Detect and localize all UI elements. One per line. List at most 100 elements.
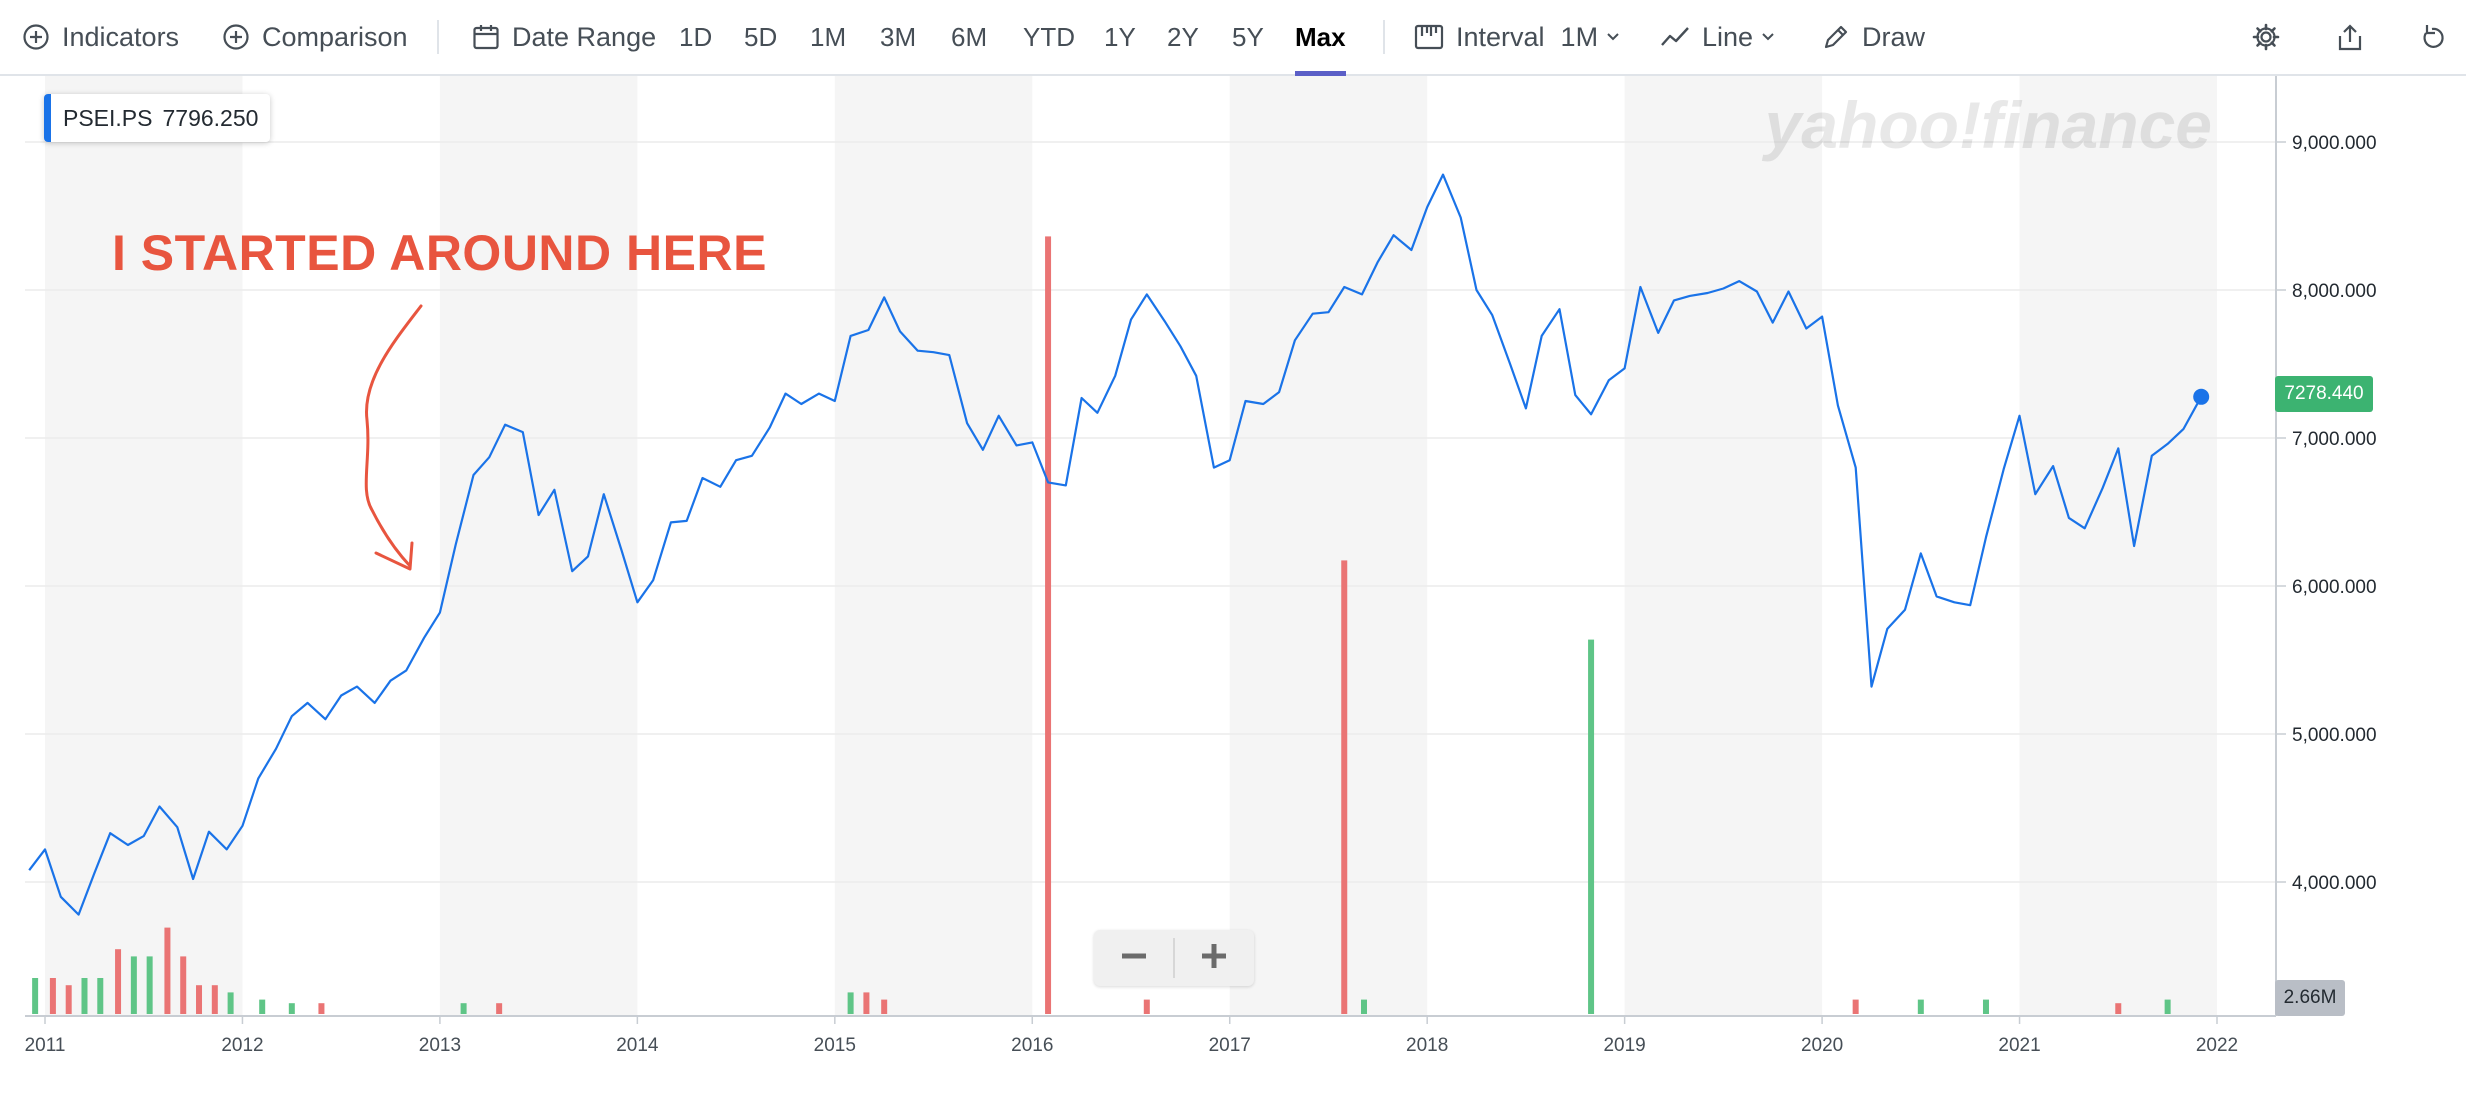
date-range-label: Date Range [512, 21, 657, 52]
volume-bar [847, 992, 854, 1014]
pencil-icon [1822, 23, 1850, 51]
volume-bar [496, 1003, 503, 1014]
volume-bar [164, 927, 171, 1014]
annotation-text: I STARTED AROUND HERE [112, 225, 767, 281]
range-max-button[interactable]: Max [1295, 0, 1346, 76]
volume-bar [863, 992, 870, 1014]
toolbar-divider [437, 20, 439, 54]
year-bands [45, 76, 2217, 1016]
indicators-button[interactable]: Indicators [22, 0, 179, 74]
volume-bar [180, 956, 187, 1014]
gear-icon [2251, 22, 2281, 52]
reset-button[interactable] [2419, 0, 2447, 74]
x-tick-label: 2020 [1801, 1035, 1843, 1056]
range-1d-button[interactable]: 1D [679, 21, 713, 52]
range-5d-button[interactable]: 5D [744, 21, 778, 52]
volume-bar [2115, 1003, 2122, 1014]
x-tick-label: 2013 [419, 1035, 461, 1056]
volume-bar [97, 978, 104, 1014]
comparison-button[interactable]: Comparison [222, 0, 408, 74]
volume-bar [1917, 999, 1924, 1014]
year-band [1624, 76, 1823, 1016]
range-ytd-button[interactable]: YTD [1023, 21, 1075, 52]
legend-color-swatch [44, 94, 51, 142]
price-series [28, 173, 2210, 916]
annotation-arrow [364, 304, 423, 571]
volume-bar [318, 1003, 325, 1014]
comparison-label: Comparison [262, 21, 408, 52]
zoom-out-button[interactable] [1094, 930, 1173, 986]
axes: 4,000.000 5,000.000 6,000.000 7,000.000 8,00… [25, 76, 2377, 1056]
x-tick-label: 2022 [2196, 1035, 2238, 1056]
y-tick-label: 4,000.000 [2292, 873, 2377, 894]
volume-bar [81, 978, 88, 1014]
reset-icon [2419, 22, 2447, 52]
indicators-label: Indicators [62, 21, 180, 52]
interval-value: 1M [1560, 21, 1599, 52]
chart-type-button[interactable]: Line [1660, 0, 1775, 74]
volume-bar [1982, 999, 1989, 1014]
range-5y-button[interactable]: 5Y [1232, 21, 1264, 52]
volume-bar [881, 999, 888, 1014]
range-3m-button[interactable]: 3M [880, 21, 917, 52]
volume-bar [32, 978, 39, 1014]
volume-bar [227, 992, 234, 1014]
x-tick-label: 2011 [25, 1035, 66, 1056]
price-chart[interactable]: yahoo!finance 4,000.000 5,000.000 6,000.00… [0, 76, 2466, 1100]
volume-bar [1341, 560, 1348, 1014]
minus-icon [1119, 941, 1149, 976]
volume-bar [1045, 236, 1052, 1014]
line-chart-icon [1660, 25, 1690, 49]
volume-bar [1360, 999, 1367, 1014]
x-tick-label: 2017 [1209, 1035, 1251, 1056]
year-band [1229, 76, 1428, 1016]
year-band [834, 76, 1033, 1016]
toolbar-divider [1383, 20, 1385, 54]
volume-bar [65, 985, 72, 1014]
year-band [45, 76, 243, 1016]
x-tick-label: 2014 [616, 1035, 659, 1056]
range-6m-button[interactable]: 6M [951, 21, 988, 52]
chevron-down-icon [1761, 32, 1775, 42]
zoom-divider [1173, 938, 1175, 978]
volume-bar [146, 956, 153, 1014]
price-line [28, 173, 2203, 916]
volume-bar [211, 985, 218, 1014]
share-button[interactable] [2336, 0, 2364, 74]
x-tick-label: 2016 [1011, 1035, 1053, 1056]
share-icon [2336, 22, 2364, 52]
volume-bar [288, 1003, 295, 1014]
year-band [2019, 76, 2217, 1016]
date-range-button[interactable]: Date Range [472, 0, 656, 74]
range-1m-button[interactable]: 1M [810, 21, 847, 52]
range-2y-button[interactable]: 2Y [1167, 21, 1199, 52]
volume-bar [196, 985, 203, 1014]
range-1y-button[interactable]: 1Y [1104, 21, 1136, 52]
volume-bar [1852, 999, 1859, 1014]
interval-icon [1414, 23, 1444, 51]
watermark: yahoo!finance [1762, 88, 2212, 162]
zoom-in-button[interactable] [1175, 930, 1254, 986]
draw-button[interactable]: Draw [1822, 0, 1925, 74]
volume-bar [115, 949, 122, 1014]
grid-lines [25, 141, 2276, 883]
interval-button[interactable]: Interval 1M [1414, 0, 1620, 74]
y-tick-label: 7,000.000 [2292, 429, 2377, 450]
settings-button[interactable] [2251, 0, 2281, 74]
x-tick-label: 2012 [221, 1035, 263, 1056]
volume-bar [460, 1003, 467, 1014]
volume-bar [1143, 999, 1150, 1014]
plus-circle-icon [22, 23, 50, 51]
last-price-dot [2193, 388, 2210, 405]
y-tick-label: 6,000.000 [2292, 577, 2377, 598]
chart-toolbar: Indicators Comparison Date Range 1D 5D 1… [0, 0, 2466, 76]
chevron-down-icon [1606, 32, 1620, 42]
legend-symbol: PSEI.PS [63, 104, 153, 131]
volume-badge: 2.66M [2275, 980, 2345, 1016]
draw-label: Draw [1862, 21, 1926, 52]
y-tick-label: 5,000.000 [2292, 725, 2377, 746]
plus-circle-icon [222, 23, 250, 51]
volume-bar [130, 956, 137, 1014]
calendar-icon [472, 23, 500, 51]
legend-item-psei[interactable]: PSEI.PS 7796.250 [44, 94, 271, 142]
